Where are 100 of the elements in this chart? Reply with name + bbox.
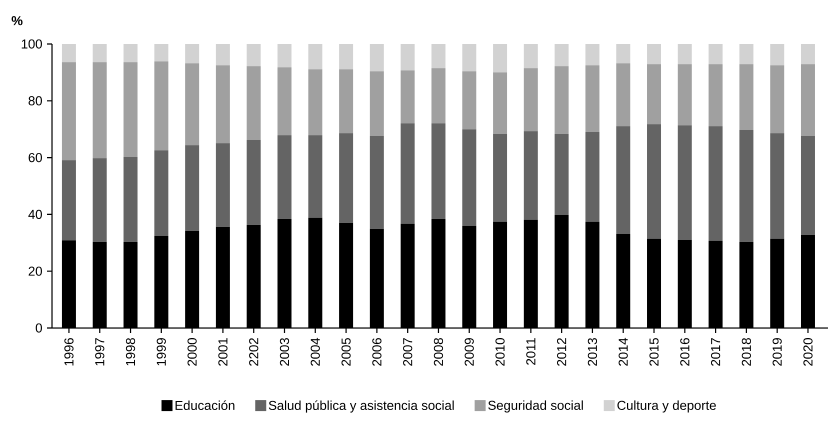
bar [554,134,569,215]
x-tick-label: 2014 [618,338,628,366]
x-tick-label: 2004 [310,338,320,366]
bar [92,44,107,62]
bar [62,160,76,241]
bar [678,64,692,126]
bar [308,44,322,70]
bar [124,157,138,242]
bar [739,130,754,242]
x-tick-label: 2008 [434,338,444,366]
x-tick-label: 2007 [403,338,412,366]
bar [370,44,384,72]
bar [554,66,569,134]
bar [154,44,168,62]
y-tick-label: 0 [36,323,42,333]
x-tick-label: 2009 [464,338,474,366]
bar [647,44,662,64]
bar [770,44,784,66]
bar [616,126,630,234]
y-axis-title: % [12,16,23,26]
bar [462,44,476,72]
bar [124,44,138,62]
bar [246,66,261,140]
bar [277,135,292,219]
bar [370,136,384,229]
bar [678,44,692,64]
bar [92,62,107,158]
bar [647,124,662,239]
bar [708,64,723,126]
legend-label: Salud pública y asistencia social [268,400,454,413]
x-tick-label: 2018 [742,338,751,366]
x-tick-label: 2015 [649,338,659,366]
bar [185,63,200,146]
bar [800,64,815,136]
x-tick-label: 2001 [218,338,228,366]
x-tick-label: 1999 [156,338,166,366]
x-tick-label: 1996 [64,338,74,366]
x-tick-label: 2003 [280,338,290,366]
bar [246,140,261,225]
bar [339,133,354,223]
bar [585,132,600,222]
bar [524,44,538,68]
x-tick-label: 2005 [341,338,351,366]
bar [800,44,815,64]
bar [308,69,322,136]
legend-label: Cultura y deporte [617,400,716,413]
bar [616,63,630,126]
bar [708,126,723,241]
bar [493,72,508,134]
y-tick-label: 20 [28,266,42,276]
bar [585,44,600,66]
bar [493,44,508,72]
bar [277,44,292,68]
bar [154,61,168,150]
bar [585,65,600,132]
x-tick-label: 2011 [526,338,536,365]
bar [431,68,446,124]
bar [154,150,168,236]
bar [92,158,107,242]
bar [739,64,754,130]
bar [524,131,538,220]
bar [400,70,415,124]
bar [493,134,508,222]
legend-label: Seguridad social [488,400,583,413]
bar [216,65,230,144]
x-tick-label: 2017 [710,338,720,366]
y-tick-label: 100 [22,39,42,49]
bar [62,62,76,160]
x-tick-label: 2010 [495,338,505,366]
bar [770,133,784,239]
x-tick-label: 1998 [126,338,136,366]
x-tick-label: 2000 [188,338,197,366]
bar [62,44,76,62]
bar [524,68,538,132]
bar [400,44,415,70]
bar [431,123,446,219]
x-tick-label: 2016 [680,338,690,366]
bar [678,125,692,240]
bar [185,145,200,231]
bar [431,44,446,68]
bar [339,69,354,134]
bar [216,143,230,227]
bar [462,71,476,130]
bar [739,44,754,64]
bar [308,135,322,218]
legend-label: Educación [176,400,234,410]
x-tick-label: 2202 [249,338,258,366]
bar [462,129,476,226]
bar [647,64,662,124]
x-tick-label: 1997 [95,338,104,366]
bar [616,44,630,64]
y-tick-label: 60 [28,152,42,162]
x-tick-label: 2012 [557,338,566,366]
x-tick-label: 2006 [372,338,382,366]
bar [800,136,815,235]
bar [554,44,569,66]
x-tick-label: 2020 [803,338,813,366]
y-tick-label: 40 [28,210,42,219]
bar [246,44,261,66]
x-tick-label: 2013 [588,338,598,366]
